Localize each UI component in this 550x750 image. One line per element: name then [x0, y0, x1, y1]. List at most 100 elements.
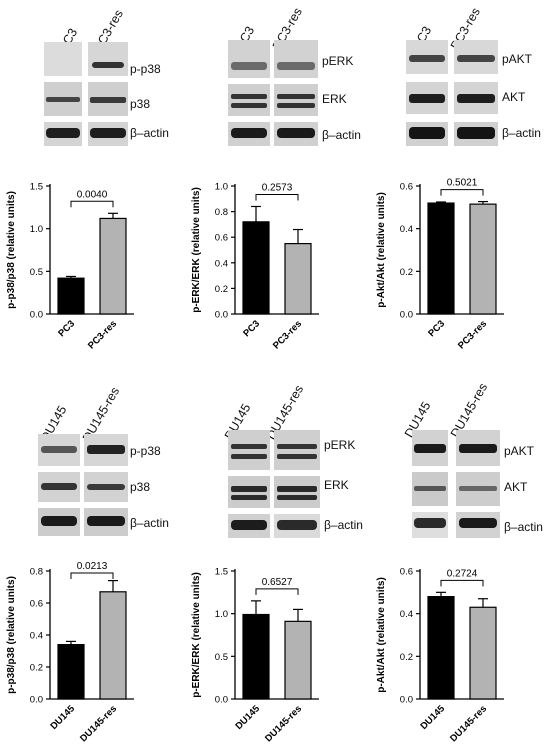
p-value-label: 0.5021: [447, 178, 478, 189]
y-tick-label: 0.6: [215, 233, 228, 244]
significance-bracket: [440, 189, 484, 196]
y-tick-label: 0.2: [30, 663, 43, 674]
p-value-label: 0.0040: [77, 189, 108, 200]
y-axis-label: p-p38/p38 (relative units): [6, 576, 17, 694]
p-value-label: 0.0213: [77, 561, 108, 572]
western-blot: [38, 434, 128, 536]
x-tick-label: PC3-res: [456, 318, 489, 351]
band-label: p-p38: [130, 444, 161, 458]
x-tick-label: DU145: [418, 703, 447, 732]
band-label: AKT: [502, 90, 526, 104]
band-label: β–actin: [502, 126, 541, 140]
y-tick-label: 0.6: [400, 567, 413, 578]
y-tick-label: 0.0: [30, 310, 43, 321]
western-blot: [412, 430, 500, 538]
band-label: pAKT: [504, 444, 535, 458]
x-tick-label: PC3: [56, 318, 77, 339]
bar: [242, 613, 270, 700]
y-tick-label: 0.0: [30, 695, 43, 706]
y-tick-label: 0.4: [400, 609, 413, 620]
x-tick-label: PC3: [241, 318, 262, 339]
y-tick-label: 0.2: [215, 284, 228, 295]
y-tick-label: 0.4: [30, 631, 43, 642]
x-tick-label: DU145: [48, 703, 77, 732]
bar: [284, 620, 312, 700]
bar-chart-du145-akt: p-Akt/Akt (relative units) 0.0 0.2 0.4 0.6 DU…: [376, 567, 504, 744]
bar-chart-du145-erk: p-ERK/ERK (relative units) 0.0 0.5 1.0 1.5 DU…: [191, 567, 319, 744]
y-tick-label: 0.8: [30, 567, 43, 578]
bar-chart-du145-p38: p-p38/p38 (relative units) 0.0 0.2 0.4 0.6 0.…: [6, 561, 134, 744]
y-tick-label: 0.8: [215, 207, 228, 218]
y-tick-label: 1.5: [30, 182, 43, 193]
y-tick-label: 0.4: [215, 258, 228, 269]
band-label: β–actin: [322, 128, 361, 142]
band-label: pERK: [322, 54, 354, 68]
y-tick-label: 0.5: [30, 267, 43, 278]
p-value-label: 0.2573: [262, 182, 293, 193]
x-tick-label: DU145-res: [78, 703, 119, 744]
band-label: AKT: [504, 480, 528, 494]
x-tick-label: PC3-res: [271, 318, 304, 351]
band-label: pERK: [324, 438, 356, 452]
bar-chart-pc3-erk: p-ERK/ERK (relative units) 0.0 0.2 0.4 0.6 0.…: [191, 182, 319, 352]
y-tick-label: 0.5: [215, 652, 228, 663]
y-tick-label: 0.4: [400, 224, 413, 235]
band-label: pAKT: [502, 52, 533, 66]
blot-panel-du145-akt: DU145 DU145-res pAKT AKT β–actin: [370, 378, 550, 538]
western-blot: [406, 40, 498, 146]
y-axis-label: p-p38/p38 (relative units): [6, 191, 17, 309]
bar: [99, 591, 127, 700]
bar: [242, 221, 270, 315]
y-tick-label: 0.2: [400, 652, 413, 663]
band-label: p38: [130, 97, 151, 111]
bar: [427, 595, 455, 700]
blot-panel-pc3-p38: PC3 PC3-res p-p38 p38 β–actin: [0, 0, 180, 150]
band-label: β–actin: [130, 126, 169, 140]
western-blot: [228, 40, 318, 146]
western-blot: [44, 42, 128, 146]
y-tick-label: 0.0: [400, 310, 413, 321]
significance-bracket: [70, 200, 114, 208]
blot-panel-du145-p38: DU145 DU145-res p-p38 p38 β–actin: [0, 378, 180, 538]
y-axis-label: p-ERK/ERK (relative units): [191, 187, 202, 313]
y-tick-label: 1.0: [215, 609, 228, 620]
bar: [469, 606, 497, 700]
bar: [284, 242, 312, 315]
significance-bracket: [255, 193, 299, 201]
y-tick-label: 0.6: [30, 599, 43, 610]
band-label: p38: [130, 480, 151, 494]
band-label: ERK: [324, 478, 349, 492]
significance-bracket: [255, 588, 299, 595]
y-tick-label: 0.0: [215, 695, 228, 706]
p-value-label: 0.6527: [262, 577, 293, 588]
band-label: β–actin: [324, 518, 363, 532]
p-value-label: 0.2724: [447, 568, 478, 579]
bar: [99, 217, 127, 315]
bar: [427, 202, 455, 315]
bar: [469, 203, 497, 315]
y-tick-label: 0.6: [400, 182, 413, 193]
blot-panel-pc3-akt: PC3 PC3-res pAKT AKT β–actin: [370, 0, 550, 150]
bar: [57, 277, 85, 315]
y-tick-label: 1.5: [215, 567, 228, 578]
x-tick-label: PC3: [426, 318, 447, 339]
significance-bracket: [70, 572, 114, 579]
western-blot: [228, 430, 320, 538]
x-tick-label: DU145-res: [263, 703, 304, 744]
y-tick-label: 0.2: [400, 267, 413, 278]
bar-chart-pc3-akt: p-Akt/Akt (relative units) 0.0 0.2 0.4 0.6 PC…: [376, 178, 504, 352]
y-axis-label: p-Akt/Akt (relative units): [376, 192, 387, 308]
y-tick-label: 0.0: [215, 310, 228, 321]
y-tick-label: 0.0: [400, 695, 413, 706]
y-tick-label: 1.0: [30, 224, 43, 235]
band-label: ERK: [322, 92, 347, 106]
blot-panel-du145-erk: DU145 DU145-res pERK ERK β–actin: [190, 378, 370, 538]
y-axis-label: p-ERK/ERK (relative units): [191, 572, 202, 698]
x-tick-label: PC3-res: [86, 318, 119, 351]
y-axis-label: p-Akt/Akt (relative units): [376, 577, 387, 693]
band-label: β–actin: [504, 520, 543, 534]
y-tick-label: 1.0: [215, 182, 228, 193]
x-tick-label: DU145: [233, 703, 262, 732]
bar-chart-pc3-p38: p-p38/p38 (relative units) 0.0 0.5 1.0 1.5 PC…: [6, 182, 134, 352]
x-tick-label: DU145-res: [448, 703, 489, 744]
